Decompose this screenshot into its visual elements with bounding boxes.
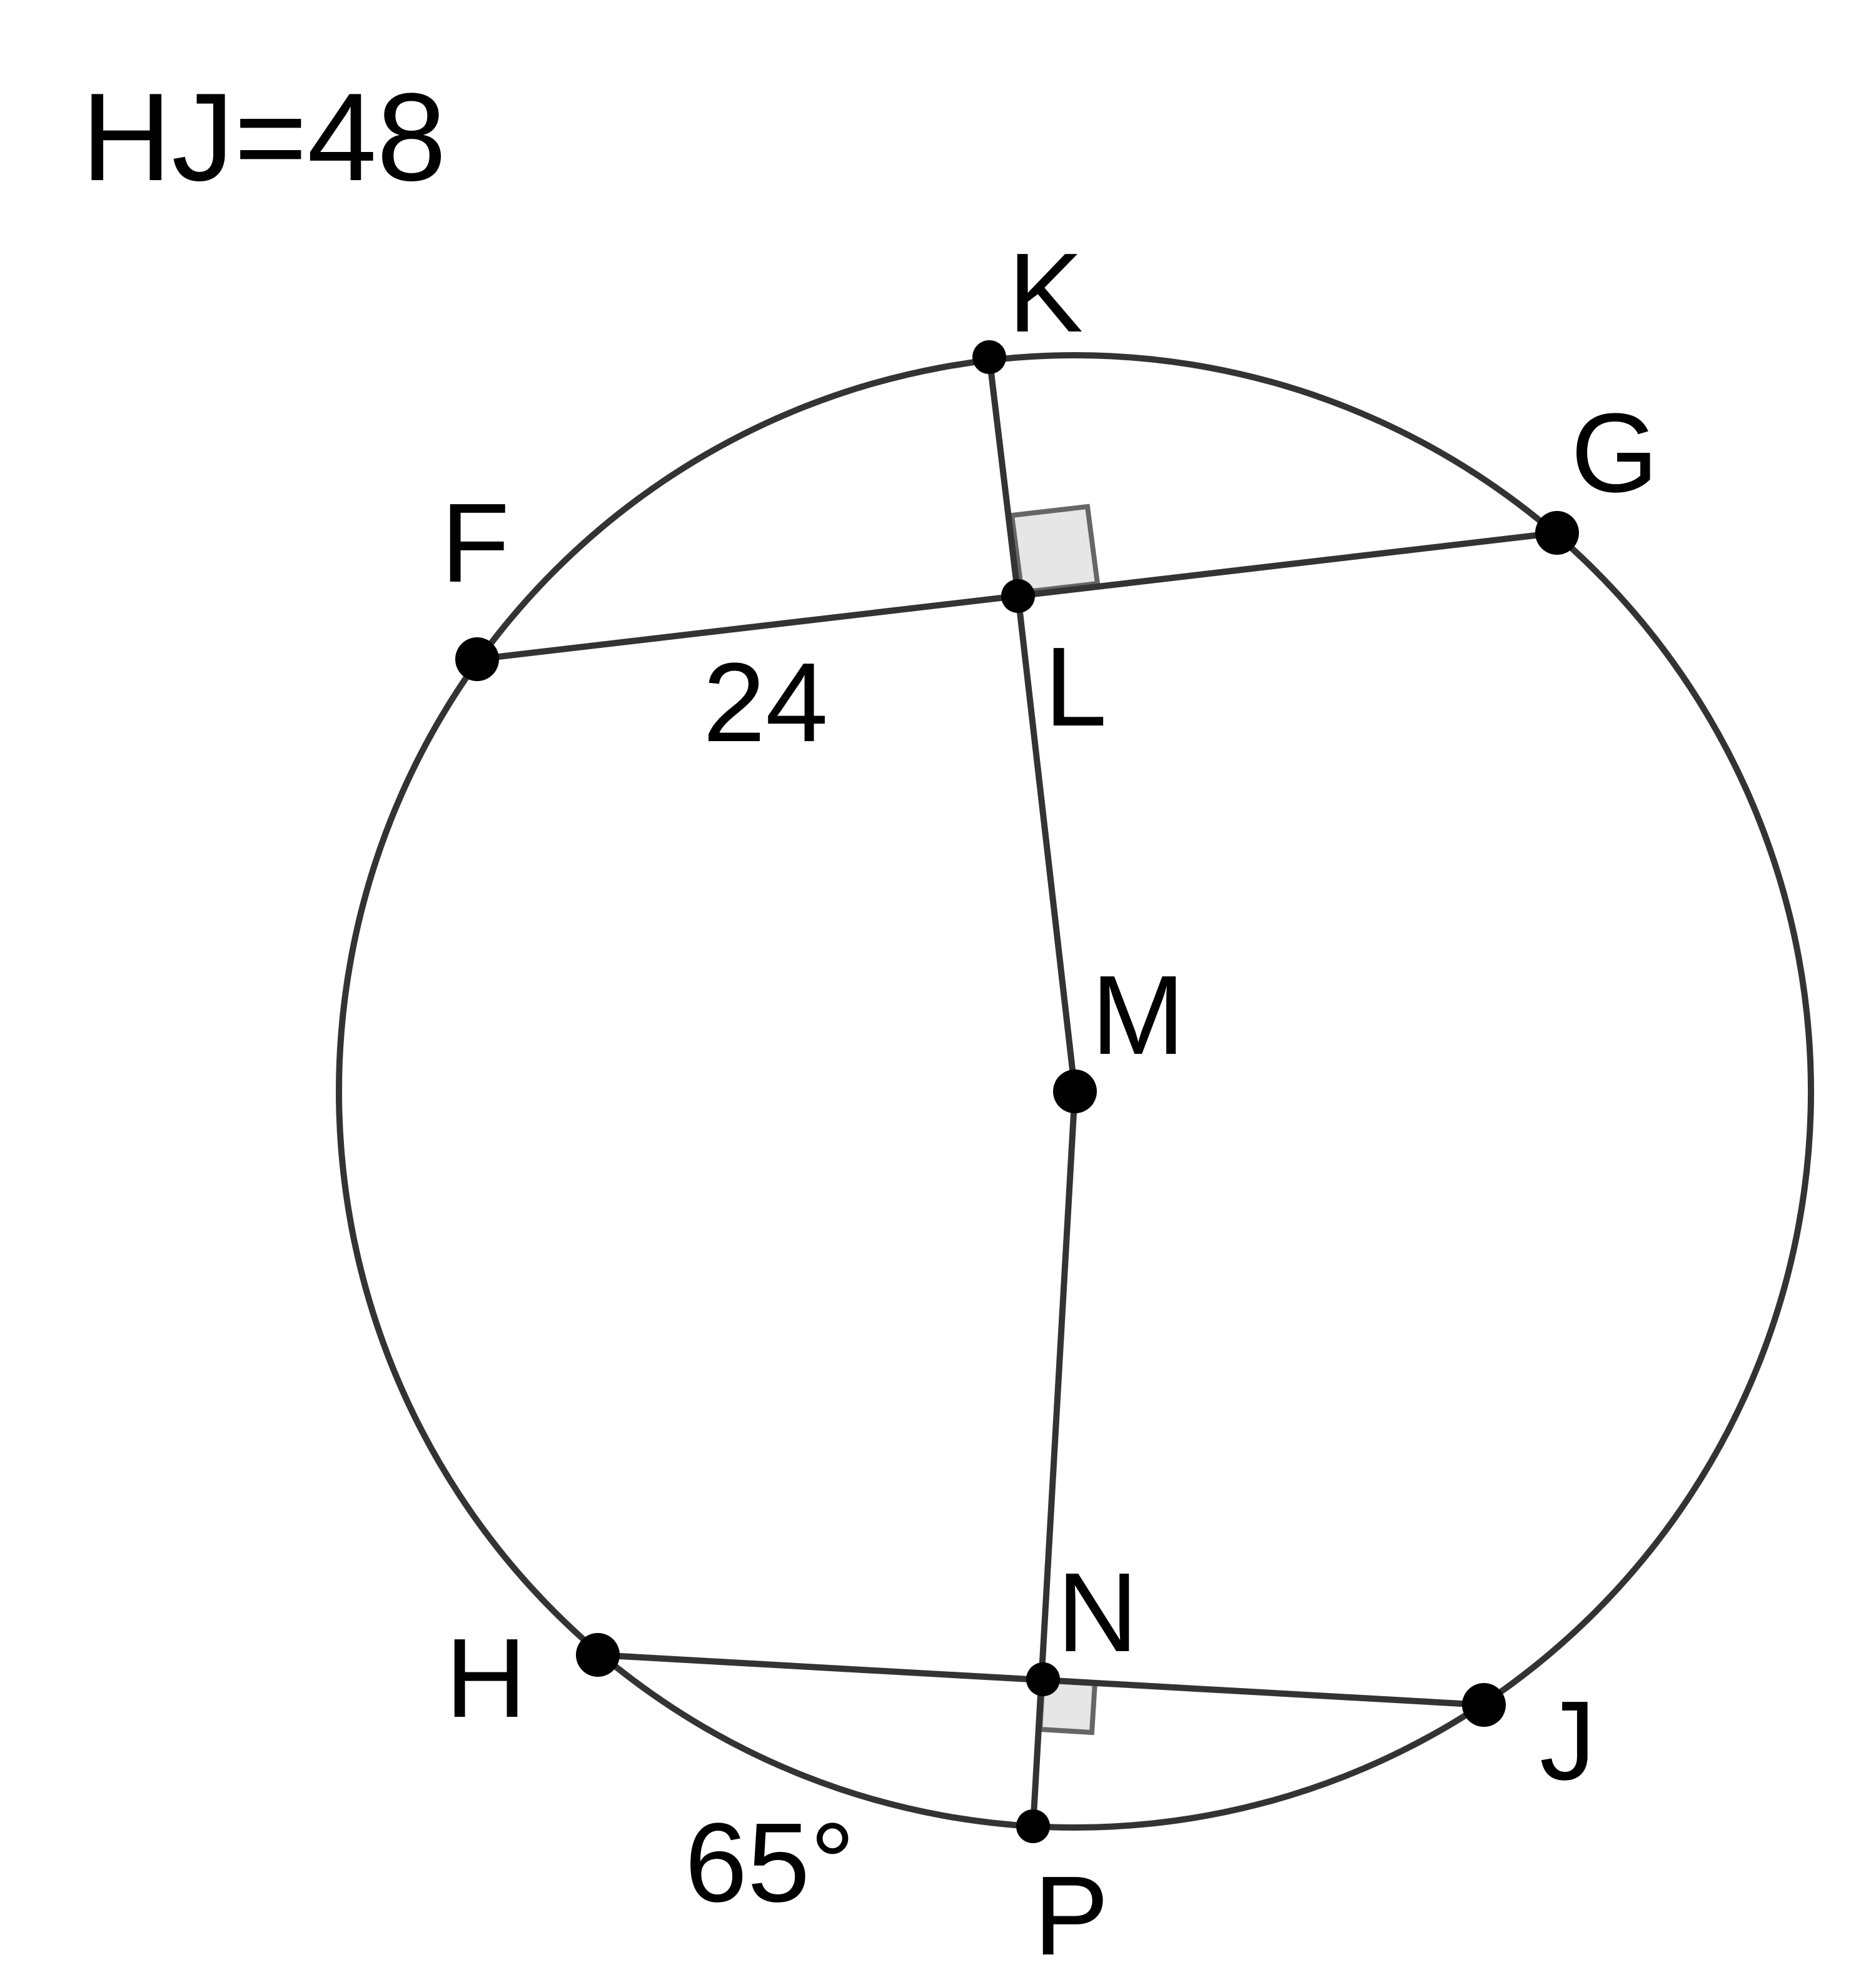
label-f: F [441,480,510,606]
label-l: L [1044,624,1107,750]
label-p: P [1034,1853,1109,1979]
segment-kl [986,356,1021,597]
segment-mp [1030,1091,1078,1827]
label-g: G [1571,390,1658,516]
circle-m [336,352,1814,1831]
point-m [1053,1069,1097,1113]
measure-fl: 24 [703,640,828,766]
point-h [576,1633,620,1677]
label-m: M [1091,953,1185,1078]
right-angle-marker-l [1009,503,1101,595]
given-hj-length: HJ=48 [81,68,446,207]
label-h: H [445,1615,527,1741]
label-n: N [1057,1550,1138,1676]
segment-lm [1015,595,1078,1092]
point-j [1462,1683,1506,1727]
point-k [972,340,1006,374]
point-f [455,637,499,681]
point-l [1001,579,1035,613]
point-p [1016,1809,1050,1843]
point-n [1026,1662,1060,1696]
point-g [1535,511,1579,555]
label-k: K [1008,230,1083,356]
label-j: J [1540,1678,1596,1804]
measure-arc-hp: 65° [685,1800,855,1926]
